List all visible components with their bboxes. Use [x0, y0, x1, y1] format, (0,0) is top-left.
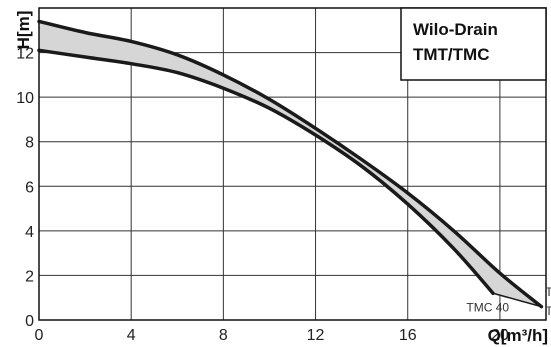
band-end-edge	[492, 292, 542, 308]
y-tick-label: 2	[25, 268, 34, 285]
performance-band	[39, 21, 542, 307]
y-tick-label: 6	[25, 179, 34, 196]
x-tick-label: 12	[307, 327, 325, 344]
series-line-tmt-32	[37, 19, 544, 309]
x-axis-ticks: 0 4 8 12 16 20	[35, 327, 509, 344]
y-tick-label: 10	[16, 90, 34, 107]
x-tick-label: 16	[399, 327, 417, 344]
x-tick-label: 20	[491, 327, 509, 344]
x-tick-label: 4	[127, 327, 136, 344]
y-tick-label: 0	[25, 313, 34, 330]
y-tick-label: 4	[25, 224, 34, 241]
title-line-1: Wilo-Drain	[413, 20, 498, 39]
plot-frame	[38, 7, 547, 321]
y-tick-label: 8	[25, 135, 34, 152]
y-tick-label: 12	[16, 46, 34, 63]
series-label-tmc-32: TMC 32	[545, 304, 551, 318]
x-tick-label: 8	[219, 327, 228, 344]
title-line-2: TMT/TMC	[413, 45, 489, 64]
x-tick-label: 0	[35, 327, 44, 344]
title-box-border	[400, 7, 547, 81]
y-axis-label: H[m]	[14, 11, 33, 50]
title-box: Wilo-Drain TMT/TMC	[400, 7, 547, 81]
series-lines	[37, 19, 544, 309]
x-axis-label: Q[m³/h]	[488, 326, 548, 345]
series-line-tmc-40	[37, 48, 495, 296]
series-label-tmt-32: TMT 32	[545, 285, 551, 299]
series-annotations: TMT 32 TMC 32 TMC 40	[466, 285, 551, 318]
series-label-tmc-40: TMC 40	[466, 301, 509, 315]
y-axis-ticks: 0 2 4 6 8 10 12	[16, 46, 34, 330]
